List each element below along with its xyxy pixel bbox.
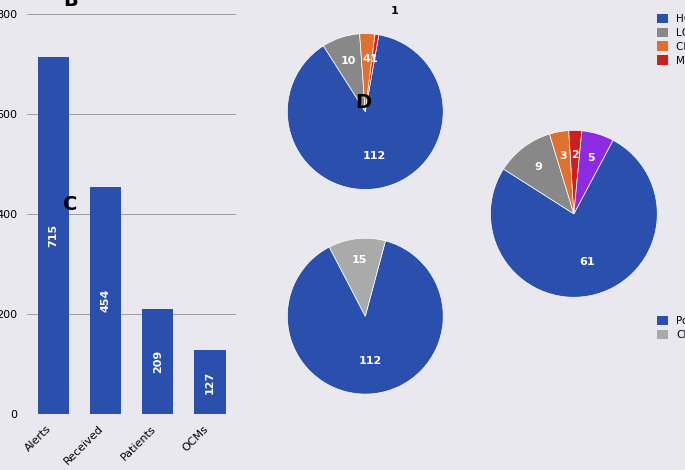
Text: C: C <box>63 196 77 214</box>
Legend: HGSOC, LGSOC, Clear cell, Mucinous: HGSOC, LGSOC, Clear cell, Mucinous <box>653 9 685 70</box>
Wedge shape <box>287 35 443 189</box>
Wedge shape <box>360 33 375 111</box>
Wedge shape <box>365 34 379 111</box>
Text: 127: 127 <box>205 370 215 393</box>
Text: 4: 4 <box>363 54 371 63</box>
Bar <box>90 187 121 414</box>
Text: 209: 209 <box>153 350 163 373</box>
Text: 15: 15 <box>351 255 367 266</box>
Bar <box>38 56 69 414</box>
Wedge shape <box>574 131 613 214</box>
Text: 112: 112 <box>358 356 382 366</box>
Wedge shape <box>569 130 582 214</box>
Text: 715: 715 <box>49 224 58 247</box>
Wedge shape <box>490 140 658 298</box>
Text: 9: 9 <box>534 162 543 172</box>
Text: B: B <box>63 0 78 10</box>
Wedge shape <box>549 131 574 214</box>
Bar <box>142 309 173 414</box>
Text: 3: 3 <box>560 151 567 161</box>
Wedge shape <box>323 34 365 111</box>
Text: 2: 2 <box>571 150 579 160</box>
Bar <box>195 350 225 414</box>
Wedge shape <box>287 241 443 394</box>
Text: 10: 10 <box>341 56 356 66</box>
Text: 1: 1 <box>369 54 377 64</box>
Text: D: D <box>355 93 371 112</box>
Text: 112: 112 <box>362 151 386 161</box>
Wedge shape <box>503 134 574 214</box>
Wedge shape <box>329 238 386 316</box>
Text: 454: 454 <box>101 289 110 312</box>
Text: 61: 61 <box>579 257 595 267</box>
Text: 5: 5 <box>587 153 595 163</box>
Text: 1: 1 <box>391 6 399 16</box>
Legend: Post-treatment, CN: Post-treatment, CN <box>653 312 685 344</box>
